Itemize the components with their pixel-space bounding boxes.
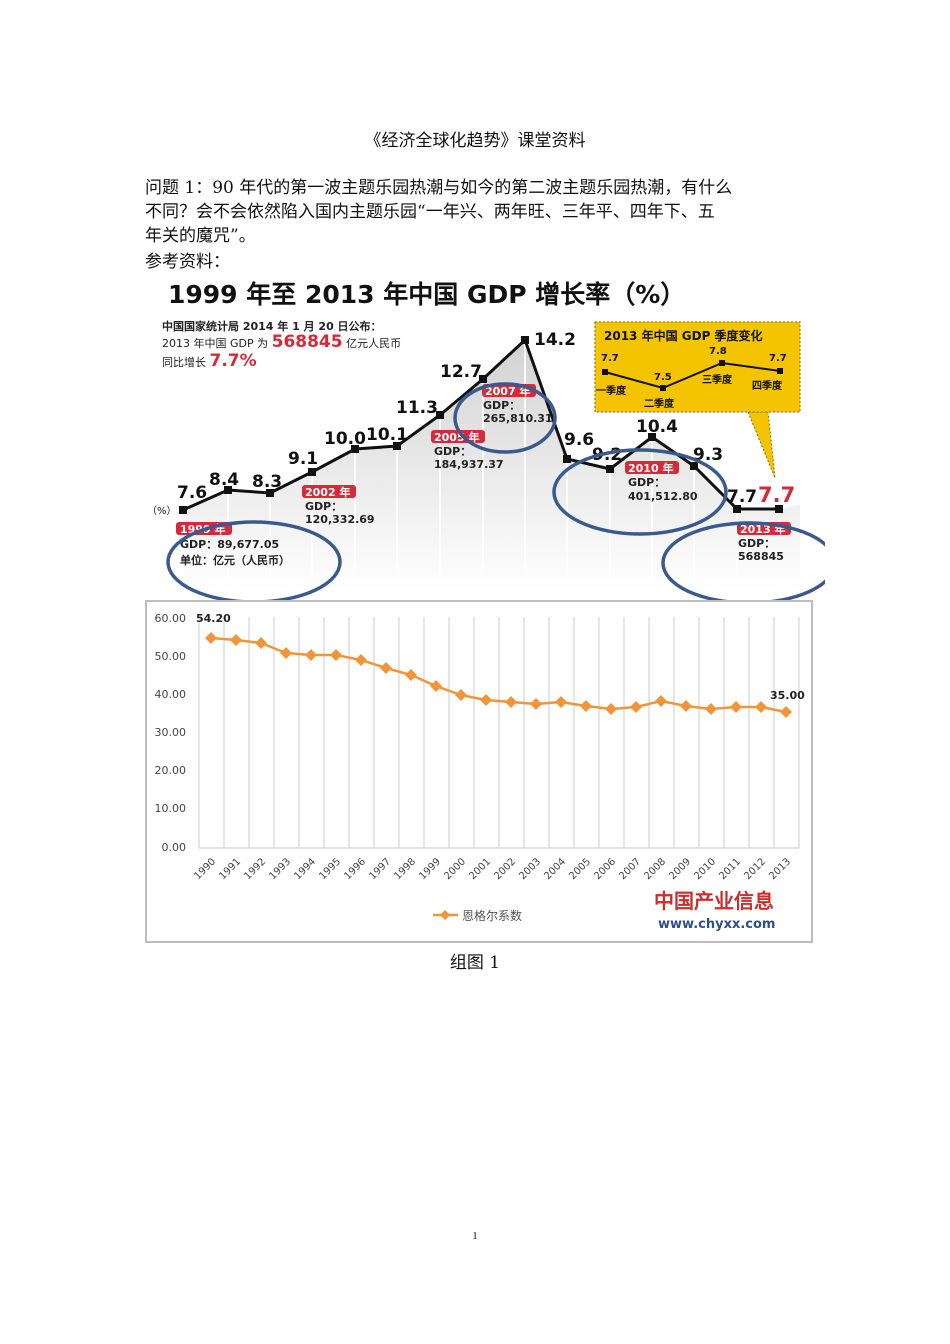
annotation-gdp: GDP：89,677.05 (180, 538, 279, 551)
highlight-ellipse (453, 382, 557, 454)
first-data-label: 54.20 (196, 612, 231, 625)
highlight-ellipse (166, 520, 342, 602)
highlight-ellipse (552, 448, 728, 536)
question-1: 问题 1：90 年代的第一波主题乐园热潮与如今的第二波主题乐园热潮，有什么 不同… (145, 176, 815, 248)
annotation-year: 2010 年 (628, 461, 673, 475)
inset-quarter: 二季度 (644, 397, 675, 410)
engel-coefficient-chart: 60.00 50.00 40.00 30.00 20.00 10.00 0.00… (145, 600, 813, 943)
annotation-gdp: GDP： (628, 476, 665, 489)
y-unit-label: （%） (147, 505, 177, 517)
inset-value: 7.5 (654, 372, 672, 383)
point-label: 7.7 (727, 487, 757, 507)
point-label: 10.4 (636, 417, 678, 437)
annotation-year: 2002 年 (305, 485, 350, 499)
annotation-gdp: GDP： (305, 500, 342, 513)
inset-quarter: 三季度 (702, 373, 733, 386)
announcement-line3: 同比增长 7.7% (162, 351, 257, 371)
figure-caption: 组图 1 (449, 953, 501, 973)
point-label: 8.4 (209, 470, 239, 490)
point-label: 9.3 (693, 445, 723, 465)
gdp-markers (179, 336, 783, 514)
legend: 恩格尔系数 (433, 908, 522, 923)
y-tick: 20.00 (155, 764, 187, 777)
y-tick: 40.00 (155, 688, 187, 701)
y-tick: 30.00 (155, 726, 187, 739)
point-label: 8.3 (252, 472, 282, 492)
gdp-chart-title: 1999 年至 2013 年中国 GDP 增长率（%） (168, 280, 685, 309)
y-tick: 10.00 (155, 802, 187, 815)
annotation-gdp-value: 265,810.31 (483, 412, 553, 425)
gdp-area (183, 340, 800, 590)
watermark-cn: 中国产业信息 (654, 889, 774, 913)
highlight-ellipse (661, 521, 825, 602)
gdp-growth-chart: 1999 年至 2013 年中国 GDP 增长率（%） 中国国家统计局 2014… (145, 272, 825, 602)
reference-label: 参考资料： (145, 252, 230, 272)
inset-title: 2013 年中国 GDP 季度变化 (604, 328, 763, 343)
question-1-line: 不同？会不会依然陷入国内主题乐园“一年兴、两年旺、三年平、四年下、五 (145, 202, 715, 222)
inset-quarter: 一季度 (596, 384, 627, 397)
legend-label: 恩格尔系数 (462, 908, 522, 923)
annotation-gdp-value: 184,937.37 (434, 458, 504, 471)
point-label: 10.1 (366, 425, 408, 445)
point-label: 9.1 (288, 449, 318, 469)
question-1-line: 年关的魔咒”。 (145, 226, 256, 246)
point-label: 10.0 (324, 429, 366, 449)
annotation-gdp-value: 401,512.80 (628, 490, 698, 503)
watermark-url: www.chyxx.com (658, 917, 775, 932)
annotation-gdp-value: 120,332.69 (305, 513, 375, 526)
point-label: 7.6 (177, 483, 207, 503)
last-data-label: 35.00 (770, 689, 805, 702)
document-title: 《经济全球化趋势》课堂资料 (364, 131, 586, 151)
inset-value: 7.7 (601, 353, 619, 364)
question-1-line: 问题 1：90 年代的第一波主题乐园热潮与如今的第二波主题乐园热潮，有什么 (145, 178, 733, 198)
annotation-gdp-value: 568845 (738, 550, 784, 563)
announcement-line1: 中国国家统计局 2014 年 1 月 20 日公布： (162, 319, 382, 333)
annotation-gdp: GDP： (738, 537, 775, 550)
quarterly-inset: 2013 年中国 GDP 季度变化 7.7 7.5 7.8 7.7 一季度 二季… (594, 321, 801, 479)
inset-value: 7.7 (769, 353, 787, 364)
announcement-line2: 2013 年中国 GDP 为 568845 亿元人民币 (162, 332, 401, 352)
y-tick: 0.00 (162, 841, 187, 854)
point-label-highlight: 7.7 (758, 483, 795, 507)
point-label: 9.6 (564, 430, 594, 450)
page-number: 1 (472, 1230, 478, 1242)
y-tick: 60.00 (155, 612, 187, 625)
inset-value: 7.8 (709, 346, 727, 357)
annotation-year: 2007 年 (485, 384, 530, 398)
annotation-gdp: GDP： (434, 445, 471, 458)
annotation-gdp: GDP： (483, 399, 520, 412)
point-label: 14.2 (534, 330, 576, 350)
unit-note: 单位：亿元（人民币） (180, 553, 290, 567)
y-tick: 50.00 (155, 650, 187, 663)
point-label: 11.3 (396, 398, 438, 418)
inset-quarter: 四季度 (752, 379, 783, 392)
point-label: 12.7 (440, 362, 482, 382)
